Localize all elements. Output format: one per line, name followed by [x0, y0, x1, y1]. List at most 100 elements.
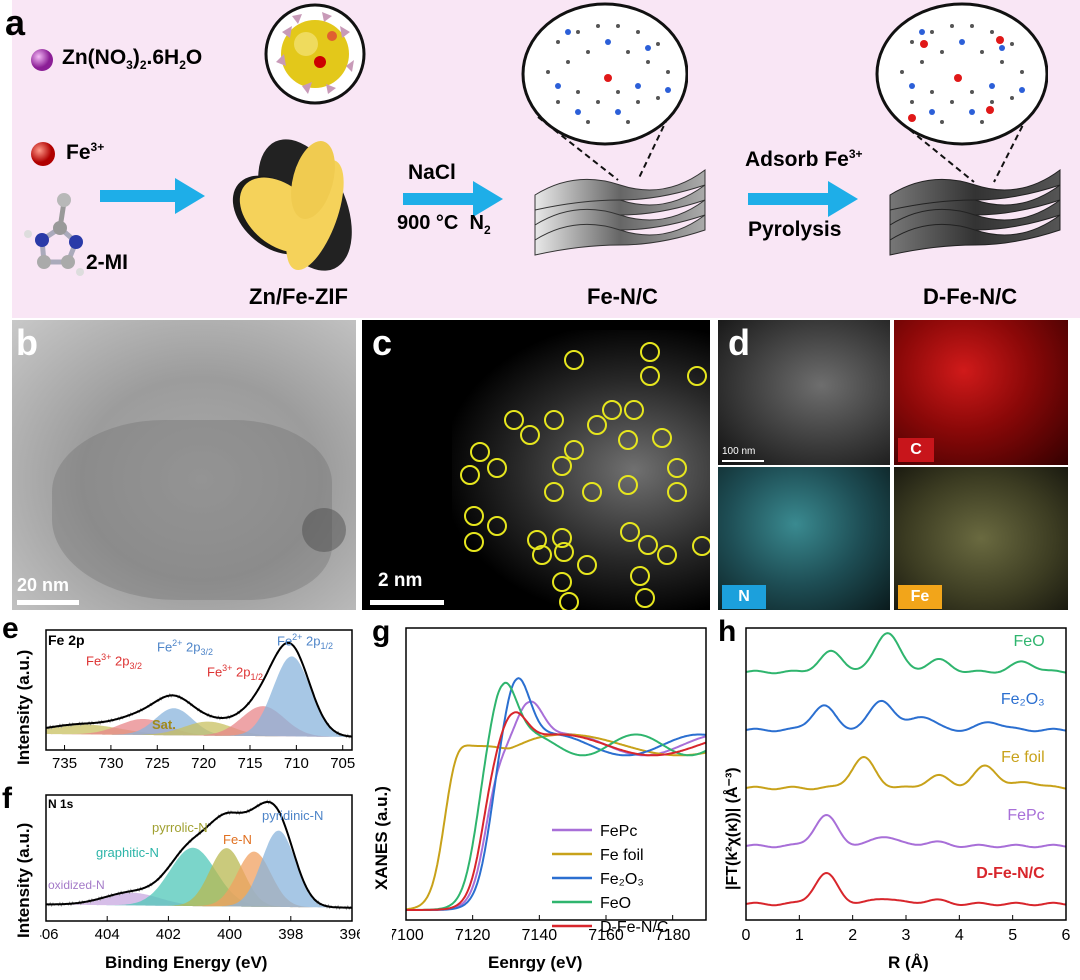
- peak-fe3-2p3-2: [46, 719, 352, 737]
- x-tick-label: 402: [156, 926, 181, 943]
- scale-text-d: 100 nm: [722, 446, 756, 457]
- haadf-image: [362, 320, 710, 610]
- series-line-2: [406, 677, 707, 911]
- series-line-3: [406, 681, 707, 911]
- x-tick-label: 398: [278, 926, 303, 943]
- step2-pyrolysis: Pyrolysis: [748, 218, 842, 241]
- c-map-tag: C: [898, 438, 934, 462]
- axes-frame: [45, 629, 353, 751]
- panel-label-d: d: [728, 322, 750, 363]
- scale-text-c: 2 nm: [378, 570, 423, 591]
- peak-fe2-2p1-2: [46, 656, 352, 737]
- zif-zoom-icon: [264, 3, 366, 105]
- xlabel-h: R (Å): [888, 953, 929, 972]
- series-label: FePc: [1007, 807, 1044, 824]
- legend-label: FePc: [600, 823, 637, 840]
- single-atom-markers: [460, 342, 710, 610]
- panel-label-b: b: [16, 322, 38, 363]
- x-tick-label: 730: [98, 755, 123, 772]
- label-fe2-2p12: Fe2+ 2p1/2: [277, 632, 334, 651]
- series-line-3: [745, 813, 1067, 849]
- chart-f: 406 404 402 400 398 396: [40, 794, 360, 943]
- ylabel-f: Intensity (a.u.): [14, 822, 33, 938]
- step1-conditions: 900 °C N2: [397, 212, 491, 237]
- fenc-label: Fe-N/C: [587, 284, 658, 309]
- axes-frame: [45, 794, 353, 922]
- panel-label-g: g: [372, 615, 391, 648]
- x-tick-label: 725: [145, 755, 170, 772]
- title-e: Fe 2p: [48, 632, 85, 648]
- x-tick-label: 7120: [455, 927, 491, 944]
- x-tick-label: 7160: [588, 927, 624, 944]
- panel-label-h: h: [718, 615, 737, 648]
- label-graphitic-n: graphitic-N: [96, 845, 159, 860]
- fenc-sheets-icon: [534, 169, 706, 256]
- chart-g: 7100 7120 7140 7160 7180 FePc Fe foil Fe₂O₃ FeO D…: [392, 627, 707, 944]
- x-tick-label: 7100: [392, 927, 424, 944]
- legend-label: Fe foil: [600, 847, 644, 864]
- series-label: D-Fe-N/C: [976, 865, 1045, 882]
- fe-map-tag: Fe: [898, 585, 942, 609]
- fe3-label: Fe3+: [66, 140, 105, 164]
- 2mi-molecule-icon: [24, 193, 84, 276]
- panel-label-e: e: [2, 612, 19, 645]
- panel-label-a: a: [5, 2, 26, 43]
- x-tick-label: 4: [955, 927, 964, 944]
- x-tick-label: 406: [40, 926, 59, 943]
- peak-graphitic-n: [46, 847, 352, 908]
- xlabel-g: Eenrgy (eV): [488, 953, 583, 972]
- series-line-2: [745, 755, 1067, 791]
- series-label: FeO: [1014, 633, 1045, 650]
- 2mi-label: 2-MI: [86, 251, 128, 274]
- ylabel-g: XANES (a.u.): [372, 786, 391, 890]
- series-line-0: [745, 632, 1067, 675]
- step2-adsorb: Adsorb Fe3+: [745, 147, 863, 171]
- x-tick-label: 720: [191, 755, 216, 772]
- label-fe3-2p12: Fe3+ 2p1/2: [207, 663, 264, 682]
- label-oxidized-n: oxidized-N: [48, 878, 105, 892]
- x-tick-label: 1: [795, 927, 804, 944]
- peak-pyridinic-n: [46, 830, 352, 908]
- x-tick-label: 715: [237, 755, 262, 772]
- arrow-3-icon: [748, 181, 858, 217]
- ylabel-h: |FT(k²χ(κ))| (Å⁻³): [724, 767, 741, 890]
- x-tick-label: 7140: [522, 927, 558, 944]
- series-line-4: [406, 711, 707, 911]
- tem-image: [12, 320, 356, 610]
- series-label: Fe foil: [1001, 749, 1045, 766]
- x-tick-label: 3: [902, 927, 911, 944]
- label-fe2-2p32: Fe2+ 2p3/2: [157, 638, 214, 657]
- zif-label: Zn/Fe-ZIF: [249, 284, 348, 309]
- zn-sphere-icon: [31, 49, 53, 71]
- x-tick-label: 705: [330, 755, 355, 772]
- x-tick-label: 735: [52, 755, 77, 772]
- series-line-1: [405, 733, 707, 911]
- x-tick-label: 396: [339, 926, 360, 943]
- scale-bar-d: [722, 460, 764, 462]
- label-sat: Sat.: [152, 717, 176, 732]
- x-tick-label: 5: [1008, 927, 1017, 944]
- dfenc-sheets-icon: [889, 169, 1061, 256]
- label-fe-n: Fe-N: [223, 832, 252, 847]
- panel-label-c: c: [372, 322, 393, 363]
- chart-e: 735 730 725 720 715 710 705: [45, 629, 355, 772]
- peak-pyrrolic-n: [46, 848, 352, 908]
- zif-particle-icon: [232, 139, 352, 271]
- chart-h: FeO Fe₂O₃ Fe foil FePc D-Fe-N/C 0 1 2 3 4 5 6: [742, 627, 1071, 944]
- fenc-zoom-icon: [521, 2, 688, 181]
- axes-frame: [405, 627, 707, 921]
- peak-oxidized-n: [46, 892, 352, 908]
- zn-nitrate-label: Zn(NO3)2.6H2O: [62, 46, 203, 73]
- x-tick-label: 710: [284, 755, 309, 772]
- xlabel-f: Binding Energy (eV): [105, 953, 268, 972]
- x-tick-label: 2: [848, 927, 857, 944]
- dfenc-zoom-icon: [875, 2, 1048, 183]
- dfenc-label: D-Fe-N/C: [923, 284, 1018, 309]
- haadf-overview-image: [718, 320, 890, 465]
- ylabel-e: Intensity (a.u.): [14, 649, 33, 765]
- scale-bar-b: [17, 600, 79, 605]
- arrow-1-icon: [100, 178, 205, 214]
- legend-label: Fe₂O₃: [600, 871, 644, 888]
- x-tick-label: 404: [95, 926, 120, 943]
- title-f: N 1s: [48, 797, 74, 811]
